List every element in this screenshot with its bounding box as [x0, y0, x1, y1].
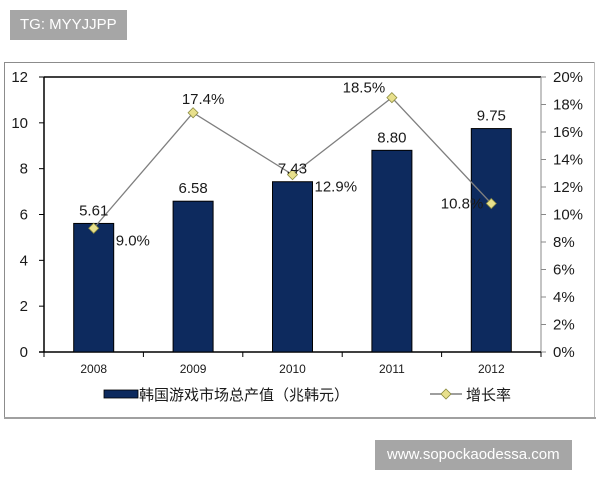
legend-line-label: 增长率: [466, 387, 511, 404]
bar-2008: [73, 222, 115, 353]
left-axis-tick-label: 2: [20, 298, 28, 315]
line-series: [88, 92, 497, 234]
right-axis-tick-label: 6%: [553, 262, 575, 279]
x-axis-category-label: 2011: [379, 362, 405, 376]
bar-value-label: 6.58: [178, 180, 207, 197]
left-axis-tick-label: 6: [20, 207, 28, 224]
x-axis-category-label: 2008: [80, 362, 107, 376]
chart-frame-right-edge: [594, 62, 595, 418]
diamond-marker-icon: [286, 169, 299, 181]
x-axis-category-label: 2009: [180, 362, 207, 376]
bar-2012: [470, 128, 512, 353]
legend: 韩国游戏市场总产值（兆韩元） 增长率: [103, 387, 511, 404]
diamond-marker-icon: [88, 222, 100, 234]
right-axis-tick-label: 2%: [553, 317, 575, 334]
x-axis: 2008 2009 2010 2011 2012: [39, 351, 542, 376]
bar-value-label: 7.43: [278, 161, 307, 178]
right-axis-tick-label: 4%: [553, 289, 575, 306]
data-labels: 5.61 6.58 7.43 8.80 9.75 9.0% 17.4% 12.9% 18.5% 1…: [79, 80, 506, 250]
right-axis-tick-label: 16%: [553, 124, 583, 141]
left-axis-tick-label: 8: [20, 161, 28, 178]
right-axis-tick-label: 8%: [553, 234, 575, 251]
bar-2009: [172, 200, 214, 353]
bar-value-label: 9.75: [477, 108, 506, 125]
left-axis-tick-label: 12: [11, 69, 28, 86]
right-axis-tick-label: 14%: [553, 152, 583, 169]
growth-rate-label: 18.5%: [343, 80, 386, 97]
growth-rate-label: 10.8%: [441, 196, 484, 213]
right-axis-tick-label: 10%: [553, 207, 583, 224]
bar-value-label: 8.80: [377, 129, 406, 146]
diamond-marker-icon: [485, 197, 497, 210]
legend-bar-label: 韩国游戏市场总产值（兆韩元）: [139, 387, 349, 404]
left-axis-tick-label: 4: [20, 252, 28, 269]
bar-2010: [272, 181, 313, 353]
legend-bar-swatch: [103, 389, 139, 399]
chart-frame-bottom-edge: [4, 417, 596, 419]
left-axis-tick-label: 10: [11, 115, 28, 132]
right-axis-tick-label: 12%: [553, 179, 583, 196]
right-axis-tick-label: 0%: [553, 344, 575, 361]
bar-value-label: 5.61: [79, 202, 108, 219]
right-axis-tick-label: 18%: [553, 97, 583, 114]
left-y-axis: 0 2 4 6 8 10 12: [11, 69, 45, 361]
diamond-marker-icon: [386, 92, 398, 104]
legend-diamond-icon: [440, 388, 452, 400]
diamond-marker-icon: [187, 107, 199, 119]
watermark-bottom: www.sopockaodessa.com: [375, 440, 572, 470]
bar-2011: [371, 149, 413, 353]
bar-series: [73, 128, 512, 353]
left-axis-tick-label: 0: [20, 344, 28, 361]
watermark-top: TG: MYYJJPP: [10, 10, 127, 40]
growth-rate-label: 17.4%: [182, 91, 225, 108]
x-axis-category-label: 2012: [478, 362, 505, 376]
right-axis-tick-label: 20%: [553, 69, 583, 86]
growth-rate-label: 9.0%: [116, 232, 150, 249]
right-y-axis: 0% 2% 4% 6% 8% 10% 12% 14% 16% 18% 20%: [540, 69, 583, 361]
growth-rate-label: 12.9%: [315, 179, 358, 196]
x-axis-category-label: 2010: [279, 362, 306, 376]
